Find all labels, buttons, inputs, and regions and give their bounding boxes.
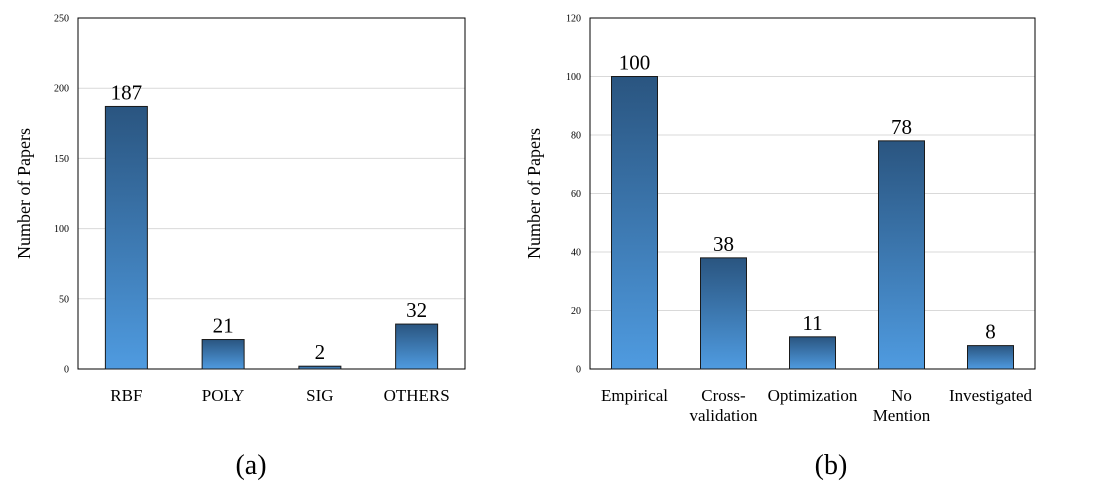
category-label: OTHERS xyxy=(384,386,450,405)
bar xyxy=(104,105,148,370)
bar xyxy=(395,323,439,370)
y-axis-label: Number of Papers xyxy=(524,128,544,259)
y-tick-label: 100 xyxy=(566,72,581,83)
y-tick-label: 150 xyxy=(54,154,69,165)
bar xyxy=(298,365,342,370)
bar-value-label: 187 xyxy=(111,80,143,104)
bar-value-label: 100 xyxy=(619,51,651,75)
bar xyxy=(201,339,245,370)
y-axis-label: Number of Papers xyxy=(14,128,34,259)
chart-b: 0 20 40 60 80 100 120 Number of Papers 100 Empiri… xyxy=(524,14,1036,425)
bar xyxy=(611,76,658,370)
y-tick-label: 120 xyxy=(566,14,581,25)
y-tick-label: 20 xyxy=(571,306,581,317)
y-tick-label: 100 xyxy=(54,224,69,235)
category-label: RBF xyxy=(110,386,142,405)
category-label: Optimization xyxy=(768,386,858,405)
bar-value-label: 2 xyxy=(315,340,326,364)
category-label: Investigated xyxy=(949,386,1033,405)
y-tick-label: 0 xyxy=(576,365,581,376)
bar-value-label: 8 xyxy=(985,320,996,344)
bar xyxy=(700,257,747,370)
category-label: SIG xyxy=(306,386,333,405)
category-label: POLY xyxy=(202,386,245,405)
bar-value-label: 11 xyxy=(802,311,822,335)
y-tick-label: 0 xyxy=(64,365,69,376)
bar-value-label: 38 xyxy=(713,232,734,256)
chart-a: 0 50 100 150 200 250 Number of Papers 187 RBF 21 P… xyxy=(14,14,466,405)
plot-frame xyxy=(77,17,466,370)
category-label: No xyxy=(891,386,912,405)
bar xyxy=(789,336,836,370)
bar-value-label: 21 xyxy=(213,314,234,338)
y-tick-label: 80 xyxy=(571,131,581,142)
category-label: Mention xyxy=(873,406,931,425)
category-label: Cross- xyxy=(701,386,746,405)
caption-b: (b) xyxy=(815,450,848,481)
bar xyxy=(967,345,1014,370)
category-label: Empirical xyxy=(601,386,668,405)
bar xyxy=(878,140,925,370)
y-tick-label: 200 xyxy=(54,84,69,95)
y-tick-label: 60 xyxy=(571,189,581,200)
bar-value-label: 32 xyxy=(406,298,427,322)
caption-a: (a) xyxy=(235,450,266,481)
y-tick-label: 50 xyxy=(59,294,69,305)
y-tick-label: 250 xyxy=(54,14,69,25)
y-tick-label: 40 xyxy=(571,248,581,259)
category-label: validation xyxy=(690,406,758,425)
bar-value-label: 78 xyxy=(891,115,912,139)
